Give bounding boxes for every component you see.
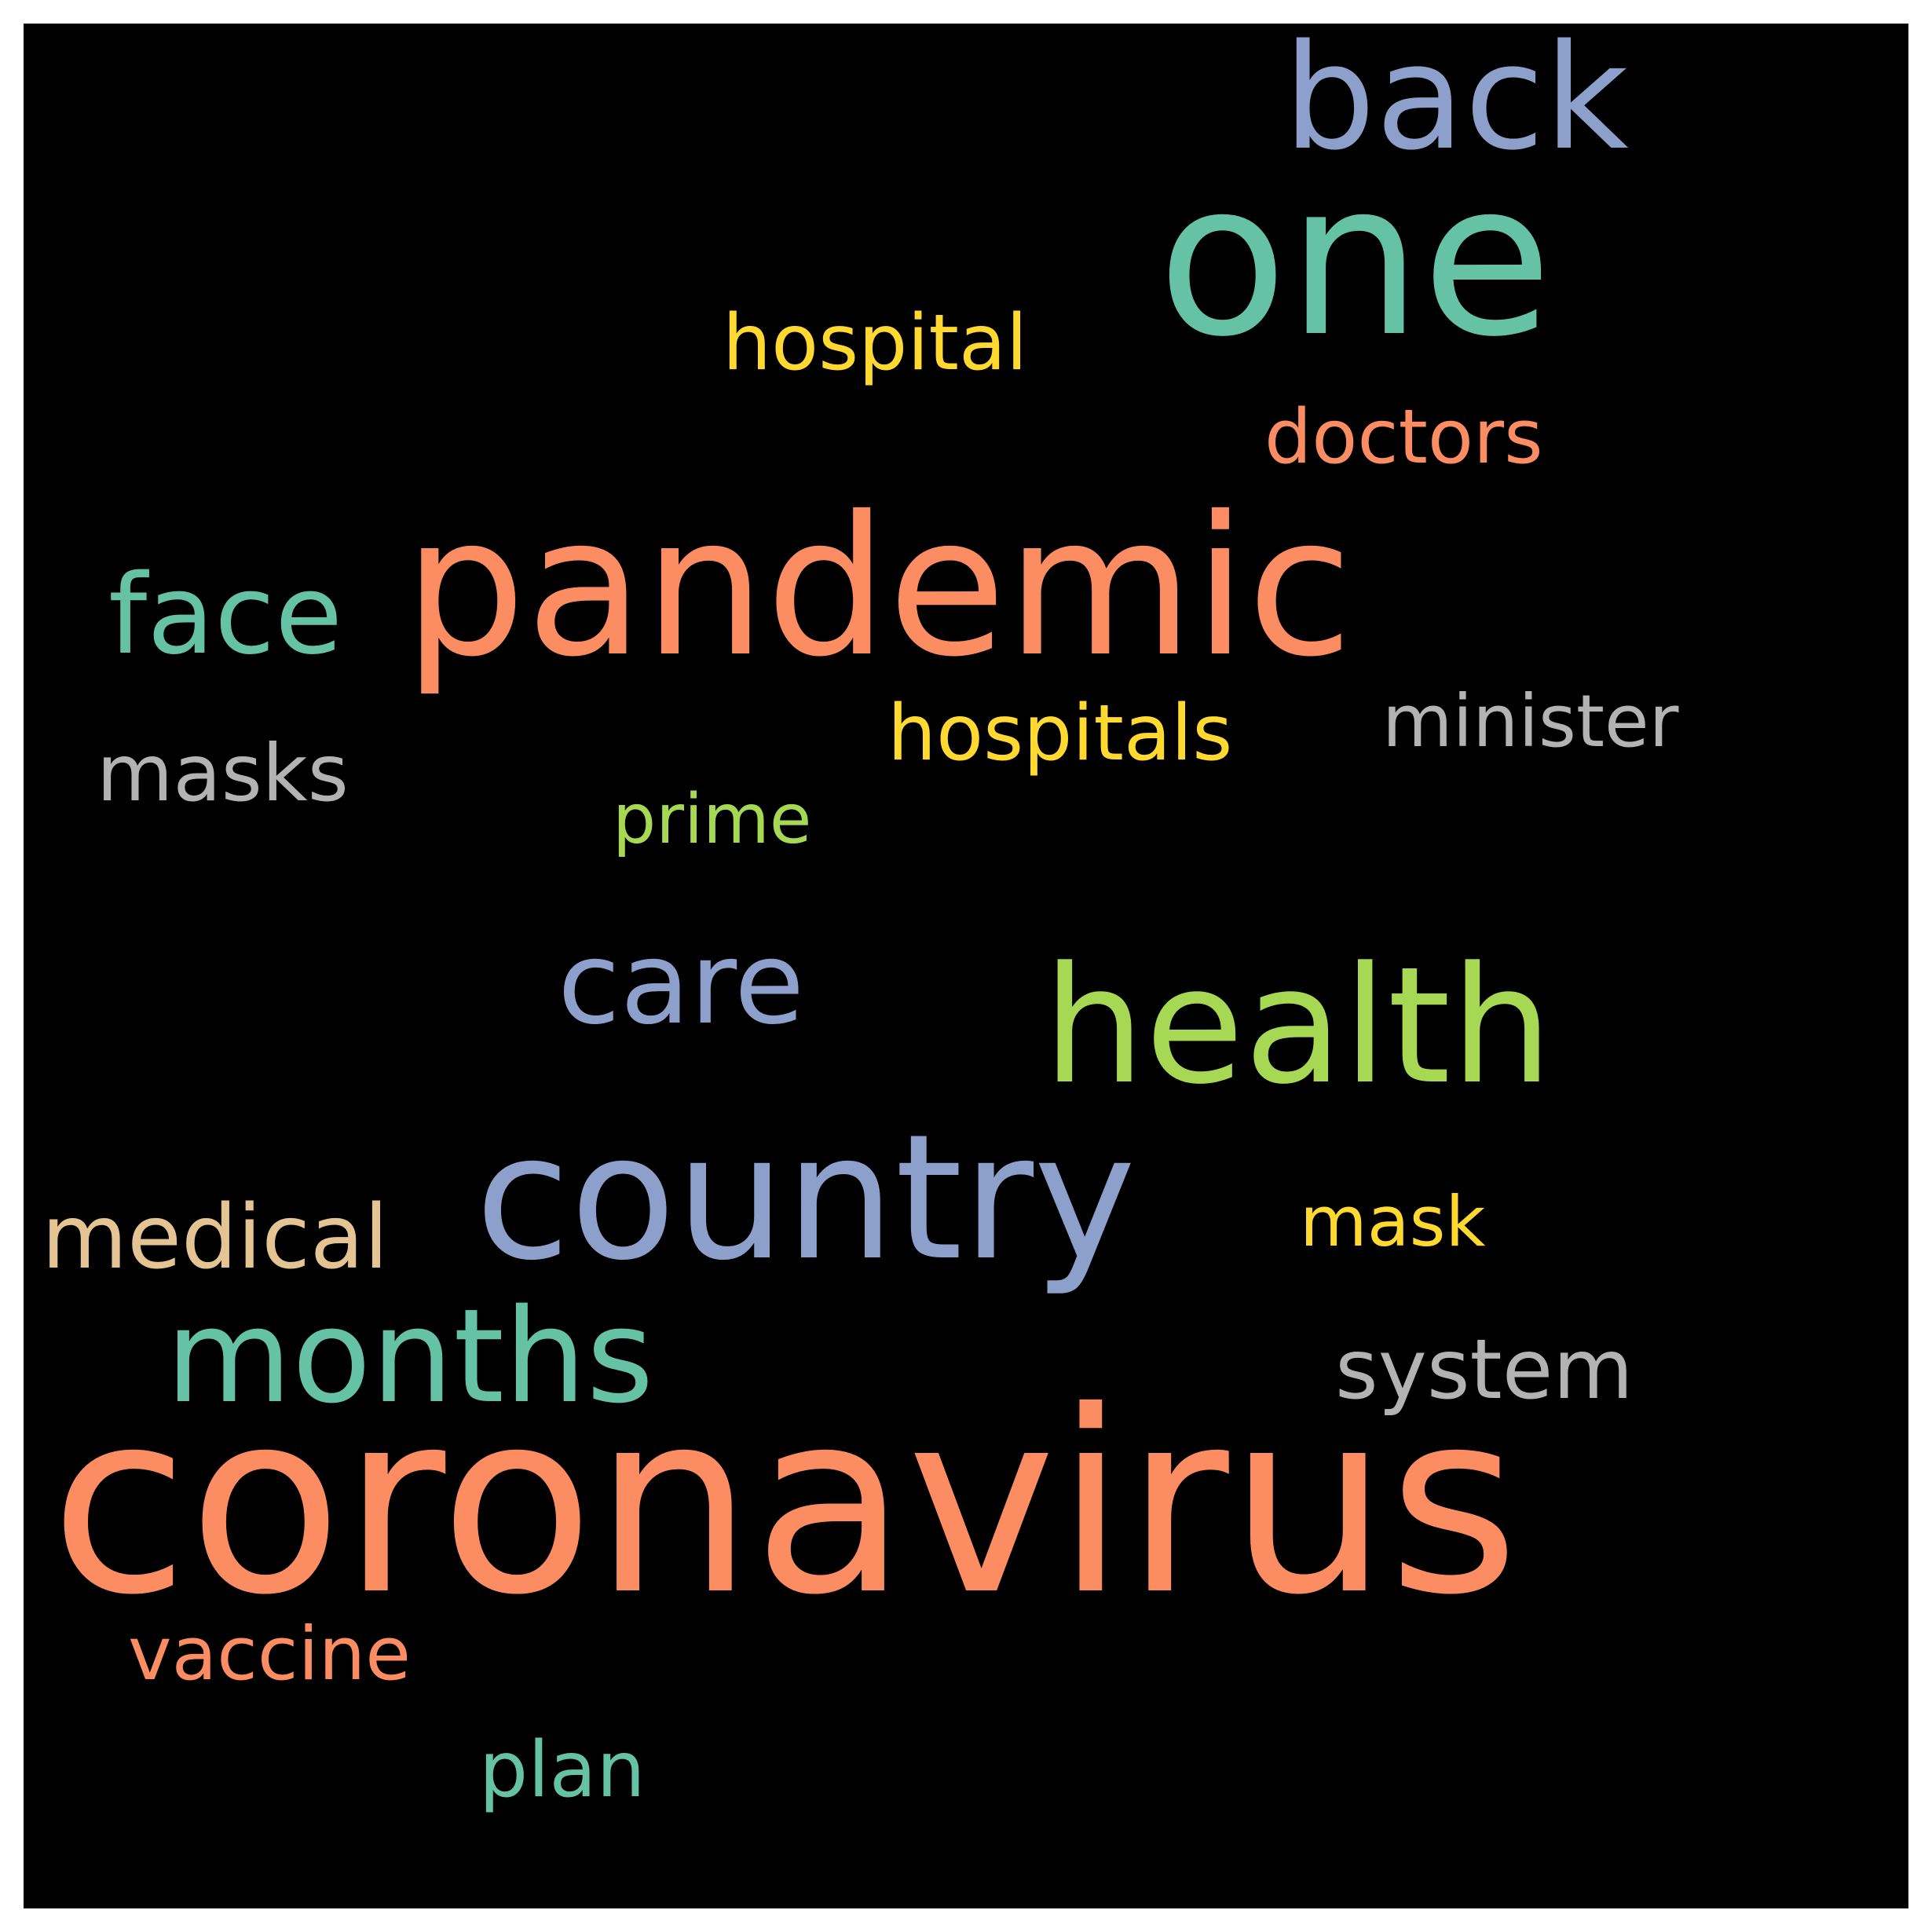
word-cloud-canvas: coronavirus pandemic one country health …	[24, 24, 1908, 1908]
word-back: back	[1283, 24, 1629, 182]
word-vaccine: vaccine	[128, 1612, 412, 1697]
word-hospitals: hospitals	[887, 689, 1233, 778]
word-doctors: doctors	[1264, 394, 1543, 481]
word-system: system	[1335, 1322, 1634, 1418]
word-care: care	[558, 917, 805, 1050]
word-one: one	[1158, 136, 1553, 383]
word-masks: masks	[97, 727, 349, 819]
word-country: country	[475, 1097, 1136, 1298]
word-mask: mask	[1300, 1181, 1486, 1262]
word-health: health	[1043, 933, 1553, 1120]
word-hospital: hospital	[723, 298, 1028, 388]
word-prime: prime	[613, 779, 812, 859]
word-pandemic: pandemic	[404, 475, 1353, 699]
word-plan: plan	[479, 1725, 646, 1815]
word-coronavirus: coronavirus	[50, 1358, 1520, 1650]
word-medical: medical	[42, 1187, 389, 1289]
word-minister: minister	[1382, 679, 1679, 763]
word-face: face	[108, 551, 343, 679]
word-months: months	[166, 1281, 654, 1432]
